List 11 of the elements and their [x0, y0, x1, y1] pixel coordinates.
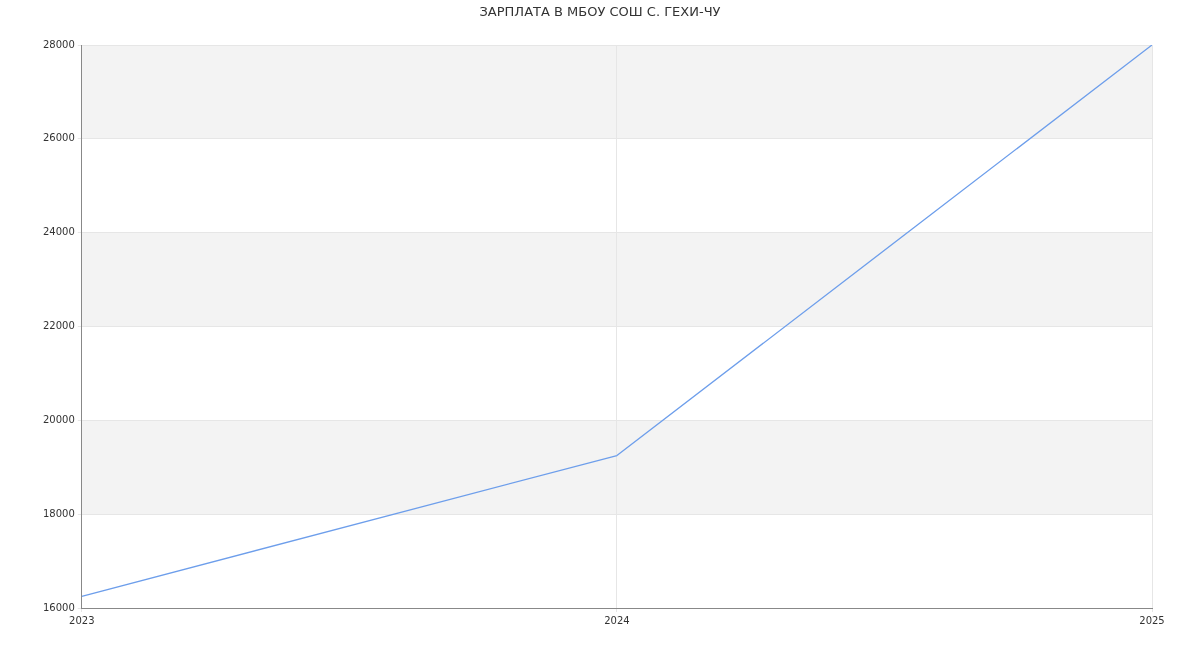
y-tick-label: 24000: [43, 226, 75, 238]
y-tick-label: 26000: [43, 132, 75, 144]
x-tick-label: 2025: [1139, 614, 1165, 626]
y-tick-label: 28000: [43, 38, 75, 50]
y-tick-label: 18000: [43, 507, 75, 519]
x-tick-label: 2023: [69, 614, 95, 626]
x-tick-label: 2024: [604, 614, 630, 626]
y-tick-label: 22000: [43, 320, 75, 332]
chart-title: ЗАРПЛАТА В МБОУ СОШ С. ГЕХИ-ЧУ: [478, 4, 722, 19]
y-tick-label: 20000: [43, 413, 75, 425]
y-tick-label: 16000: [43, 601, 75, 613]
